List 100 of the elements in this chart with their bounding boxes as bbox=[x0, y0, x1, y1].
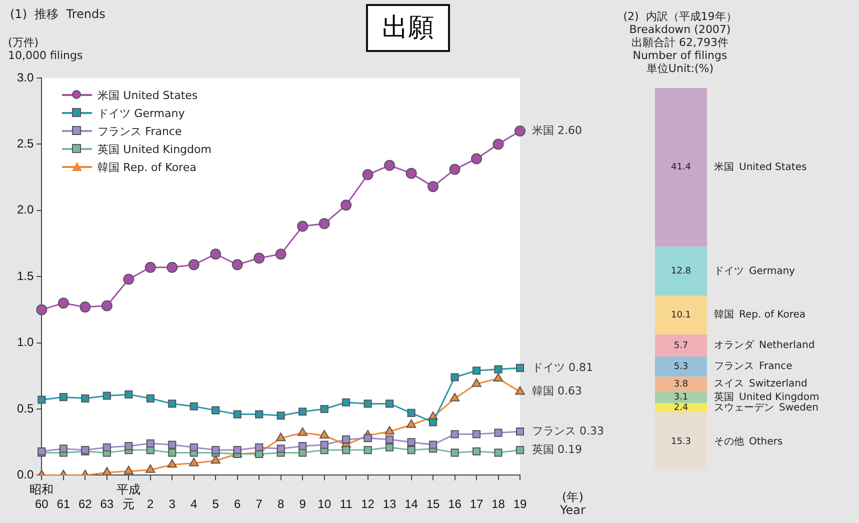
point bbox=[124, 442, 133, 450]
point bbox=[276, 412, 285, 420]
point bbox=[450, 448, 459, 457]
x-tick-label: 11 bbox=[340, 497, 353, 512]
data-label: 15.3 bbox=[670, 437, 692, 448]
x-tick-label: 昭和60 bbox=[30, 482, 54, 512]
x-tick-label: 61 bbox=[56, 497, 70, 512]
point bbox=[210, 248, 222, 260]
point bbox=[275, 248, 286, 260]
point bbox=[212, 406, 220, 414]
point bbox=[188, 259, 200, 270]
legend-label: 韓国 Rep. of Korea bbox=[98, 160, 196, 174]
chart-title: (2) 内訳（平成19年） Breakdown (2007) bbox=[623, 10, 737, 36]
point bbox=[516, 427, 524, 436]
point bbox=[189, 458, 199, 466]
data-label: 12.8 bbox=[670, 266, 692, 277]
text: 出願 bbox=[366, 4, 450, 52]
data-label: 5.7 bbox=[674, 340, 688, 351]
annotation: 韓国 0.63 bbox=[532, 384, 582, 398]
series-label: オランダ bbox=[714, 339, 755, 352]
x-tick-label: 14 bbox=[404, 497, 418, 512]
data-label: 10.1 bbox=[670, 310, 692, 320]
point bbox=[450, 373, 459, 382]
x-tick-label: 7 bbox=[256, 497, 263, 512]
bar bbox=[655, 391, 707, 404]
point bbox=[297, 220, 308, 232]
point bbox=[233, 446, 242, 454]
point bbox=[210, 455, 220, 464]
point bbox=[429, 418, 438, 426]
point bbox=[493, 373, 504, 382]
point bbox=[144, 262, 156, 273]
point bbox=[364, 434, 372, 442]
point bbox=[190, 443, 198, 452]
bar bbox=[655, 296, 707, 335]
point bbox=[276, 444, 285, 453]
point bbox=[123, 274, 134, 285]
point bbox=[255, 443, 264, 452]
point bbox=[102, 392, 111, 400]
text: Germany bbox=[749, 266, 796, 277]
point bbox=[362, 169, 374, 180]
point bbox=[36, 304, 48, 316]
point bbox=[102, 467, 112, 476]
series-label: フランス bbox=[714, 361, 754, 372]
x-tick-label: 17 bbox=[470, 497, 484, 512]
series-label: 英国 bbox=[714, 390, 734, 403]
series-label: 米国 bbox=[714, 160, 734, 173]
point bbox=[386, 443, 394, 452]
legend-label: フランス France bbox=[98, 124, 182, 138]
point bbox=[59, 393, 68, 402]
point bbox=[319, 430, 330, 438]
bar bbox=[655, 356, 707, 377]
text: Rep. of Korea bbox=[739, 310, 806, 321]
point bbox=[384, 426, 394, 435]
bar bbox=[655, 412, 707, 471]
x-tick-label: 15 bbox=[426, 497, 440, 512]
point bbox=[101, 300, 112, 312]
point bbox=[254, 252, 265, 264]
point bbox=[386, 435, 394, 444]
series-label: スイス bbox=[714, 378, 744, 390]
point bbox=[516, 364, 524, 372]
y-tick-label: 0.0 bbox=[16, 468, 34, 482]
series-label: スウェーデン bbox=[714, 402, 774, 414]
x-tick-label: 9 bbox=[299, 497, 306, 512]
chart-subtitle: 出願合計 62,793件 Number of filings 単位Unit:(%) bbox=[632, 36, 728, 75]
bar bbox=[655, 246, 707, 296]
point bbox=[102, 443, 111, 452]
point bbox=[38, 396, 46, 404]
x-tick-label: 6 bbox=[234, 497, 242, 512]
point bbox=[146, 464, 156, 473]
point bbox=[494, 448, 502, 457]
point bbox=[298, 427, 308, 436]
point bbox=[450, 430, 459, 438]
y-tick-label: 1.0 bbox=[16, 335, 34, 350]
point bbox=[386, 400, 394, 408]
data-label: 41.4 bbox=[670, 162, 692, 173]
point bbox=[516, 446, 524, 454]
series-label: ドイツ bbox=[714, 266, 744, 277]
x-tick-label: 12 bbox=[361, 497, 375, 512]
point bbox=[320, 404, 328, 414]
point bbox=[168, 400, 176, 408]
annotation: フランス 0.33 bbox=[532, 424, 604, 438]
point bbox=[318, 218, 330, 230]
point bbox=[298, 442, 307, 450]
point bbox=[168, 440, 176, 449]
bar bbox=[655, 376, 707, 392]
text: Switzerland bbox=[749, 378, 808, 390]
point bbox=[166, 262, 178, 273]
x-tick-label: 10 bbox=[318, 497, 332, 512]
bar bbox=[655, 88, 707, 247]
x-tick-label: 8 bbox=[277, 497, 284, 512]
x-tick-label: 4 bbox=[190, 497, 198, 512]
data-label: 5.3 bbox=[674, 362, 688, 372]
point bbox=[514, 125, 526, 136]
point bbox=[340, 200, 352, 211]
text: Netherland bbox=[759, 340, 815, 352]
point bbox=[472, 447, 481, 456]
annotation: ドイツ 0.81 bbox=[532, 360, 593, 374]
point bbox=[384, 160, 396, 171]
point bbox=[124, 390, 133, 398]
point bbox=[406, 168, 417, 179]
